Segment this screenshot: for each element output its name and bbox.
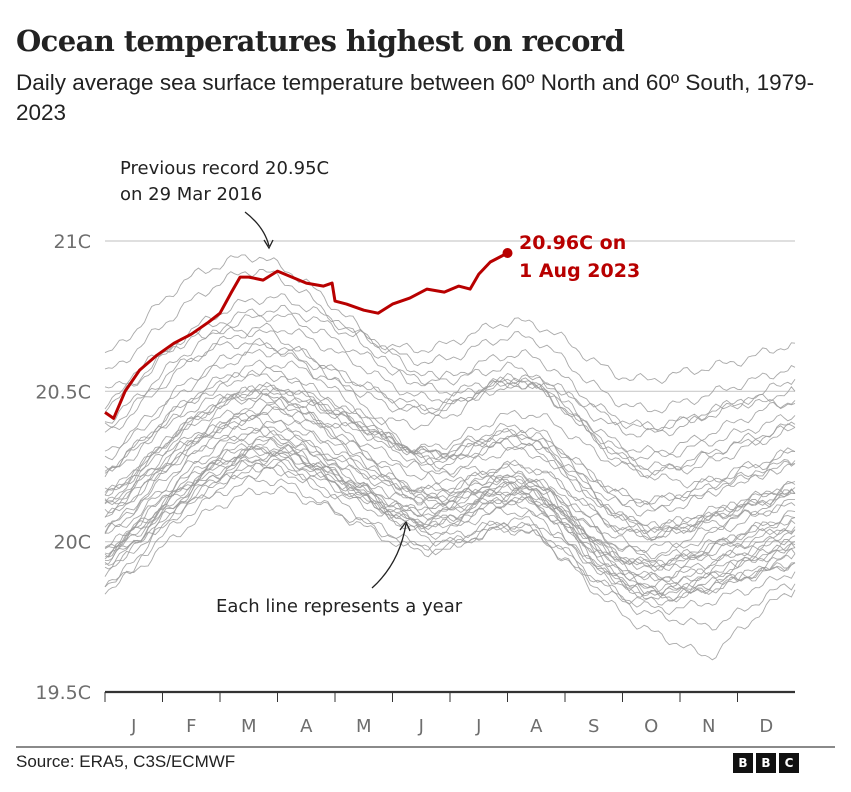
each-line-arrow <box>371 523 407 589</box>
x-tick-label: J <box>475 716 481 737</box>
history-line-1987 <box>104 388 796 535</box>
history-line-2004 <box>104 386 796 511</box>
history-line-2014 <box>104 359 796 472</box>
history-line-1997 <box>104 377 796 535</box>
history-line-2007 <box>104 385 796 597</box>
history-line-2018 <box>104 348 796 461</box>
x-tick-label: J <box>130 716 136 737</box>
x-tick-label: D <box>759 716 773 737</box>
history-line-2013 <box>104 381 796 506</box>
current-record-label: 20.96C on <box>519 232 626 254</box>
y-tick-label: 20.5C <box>35 381 91 403</box>
history-line-2021 <box>104 342 796 462</box>
history-line-1992 <box>104 416 796 616</box>
x-tick-label: N <box>702 716 715 737</box>
history-line-2005 <box>104 366 796 533</box>
history-line-1985 <box>104 474 796 606</box>
y-tick-label: 20C <box>54 532 91 554</box>
previous-record-label: Previous record 20.95C <box>120 158 329 179</box>
history-line-1979 <box>104 464 796 600</box>
x-tick-label: O <box>644 716 658 737</box>
arrowhead-icon <box>263 239 274 250</box>
x-tick-label: J <box>418 716 424 737</box>
annotations: Previous record 20.95C on 29 Mar 2016 20.9… <box>120 158 640 617</box>
latest-value-marker <box>502 248 513 259</box>
history-line-1993 <box>104 460 796 577</box>
history-lines <box>104 254 796 661</box>
chart-title: Ocean temperatures highest on record <box>16 24 625 58</box>
history-line-2017 <box>104 322 796 471</box>
history-line-1995 <box>104 411 796 585</box>
current-record-label: 1 Aug 2023 <box>519 260 640 282</box>
history-line-1980 <box>104 438 796 571</box>
history-line-2016 <box>104 254 796 476</box>
history-line-2015 <box>104 304 796 413</box>
highlight-line-2023 <box>104 248 513 420</box>
each-line-label: Each line represents a year <box>216 596 463 617</box>
y-tick-label: 21C <box>54 231 91 253</box>
x-tick-label: M <box>241 716 257 737</box>
x-tick-label: M <box>356 716 372 737</box>
gridlines <box>105 240 795 543</box>
history-line-1994 <box>104 429 796 542</box>
x-tick-label: S <box>588 716 599 737</box>
history-line-2020 <box>104 269 796 489</box>
history-line-1998 <box>104 324 796 590</box>
history-line-1982 <box>104 450 796 558</box>
arrowhead-icon <box>399 520 411 532</box>
chart-subtitle: Daily average sea surface temperature be… <box>16 70 815 125</box>
history-line-2011 <box>104 447 796 568</box>
highlight-line-path <box>104 251 509 420</box>
y-tick-label: 19.5C <box>35 682 91 704</box>
history-line-1990 <box>104 435 796 563</box>
history-line-2001 <box>104 419 796 541</box>
bbc-logo-letter: B <box>733 753 753 773</box>
bbc-logo-letter: B <box>756 753 776 773</box>
footer-divider <box>16 746 835 748</box>
history-line-2009 <box>104 404 796 518</box>
x-tick-label: A <box>530 716 543 737</box>
source-text: Source: ERA5, C3S/ECMWF <box>16 752 236 771</box>
x-tick-label: A <box>300 716 313 737</box>
history-line-1989 <box>104 485 796 595</box>
bbc-logo: B B C <box>733 753 799 773</box>
history-line-2006 <box>104 397 796 517</box>
history-line-2010 <box>104 337 796 602</box>
x-tick-label: F <box>186 716 196 737</box>
history-line-1999 <box>104 445 796 603</box>
y-axis-ticks: 21C 20.5C 20C 19.5C <box>35 231 91 704</box>
previous-record-label: on 29 Mar 2016 <box>120 184 262 205</box>
previous-record-arrow <box>244 211 270 247</box>
history-line-1988 <box>104 427 796 661</box>
history-line-2012 <box>104 406 796 534</box>
history-line-1981 <box>104 445 796 581</box>
history-line-2000 <box>104 456 796 582</box>
history-line-2022 <box>104 313 796 431</box>
bbc-logo-letter: C <box>779 753 799 773</box>
